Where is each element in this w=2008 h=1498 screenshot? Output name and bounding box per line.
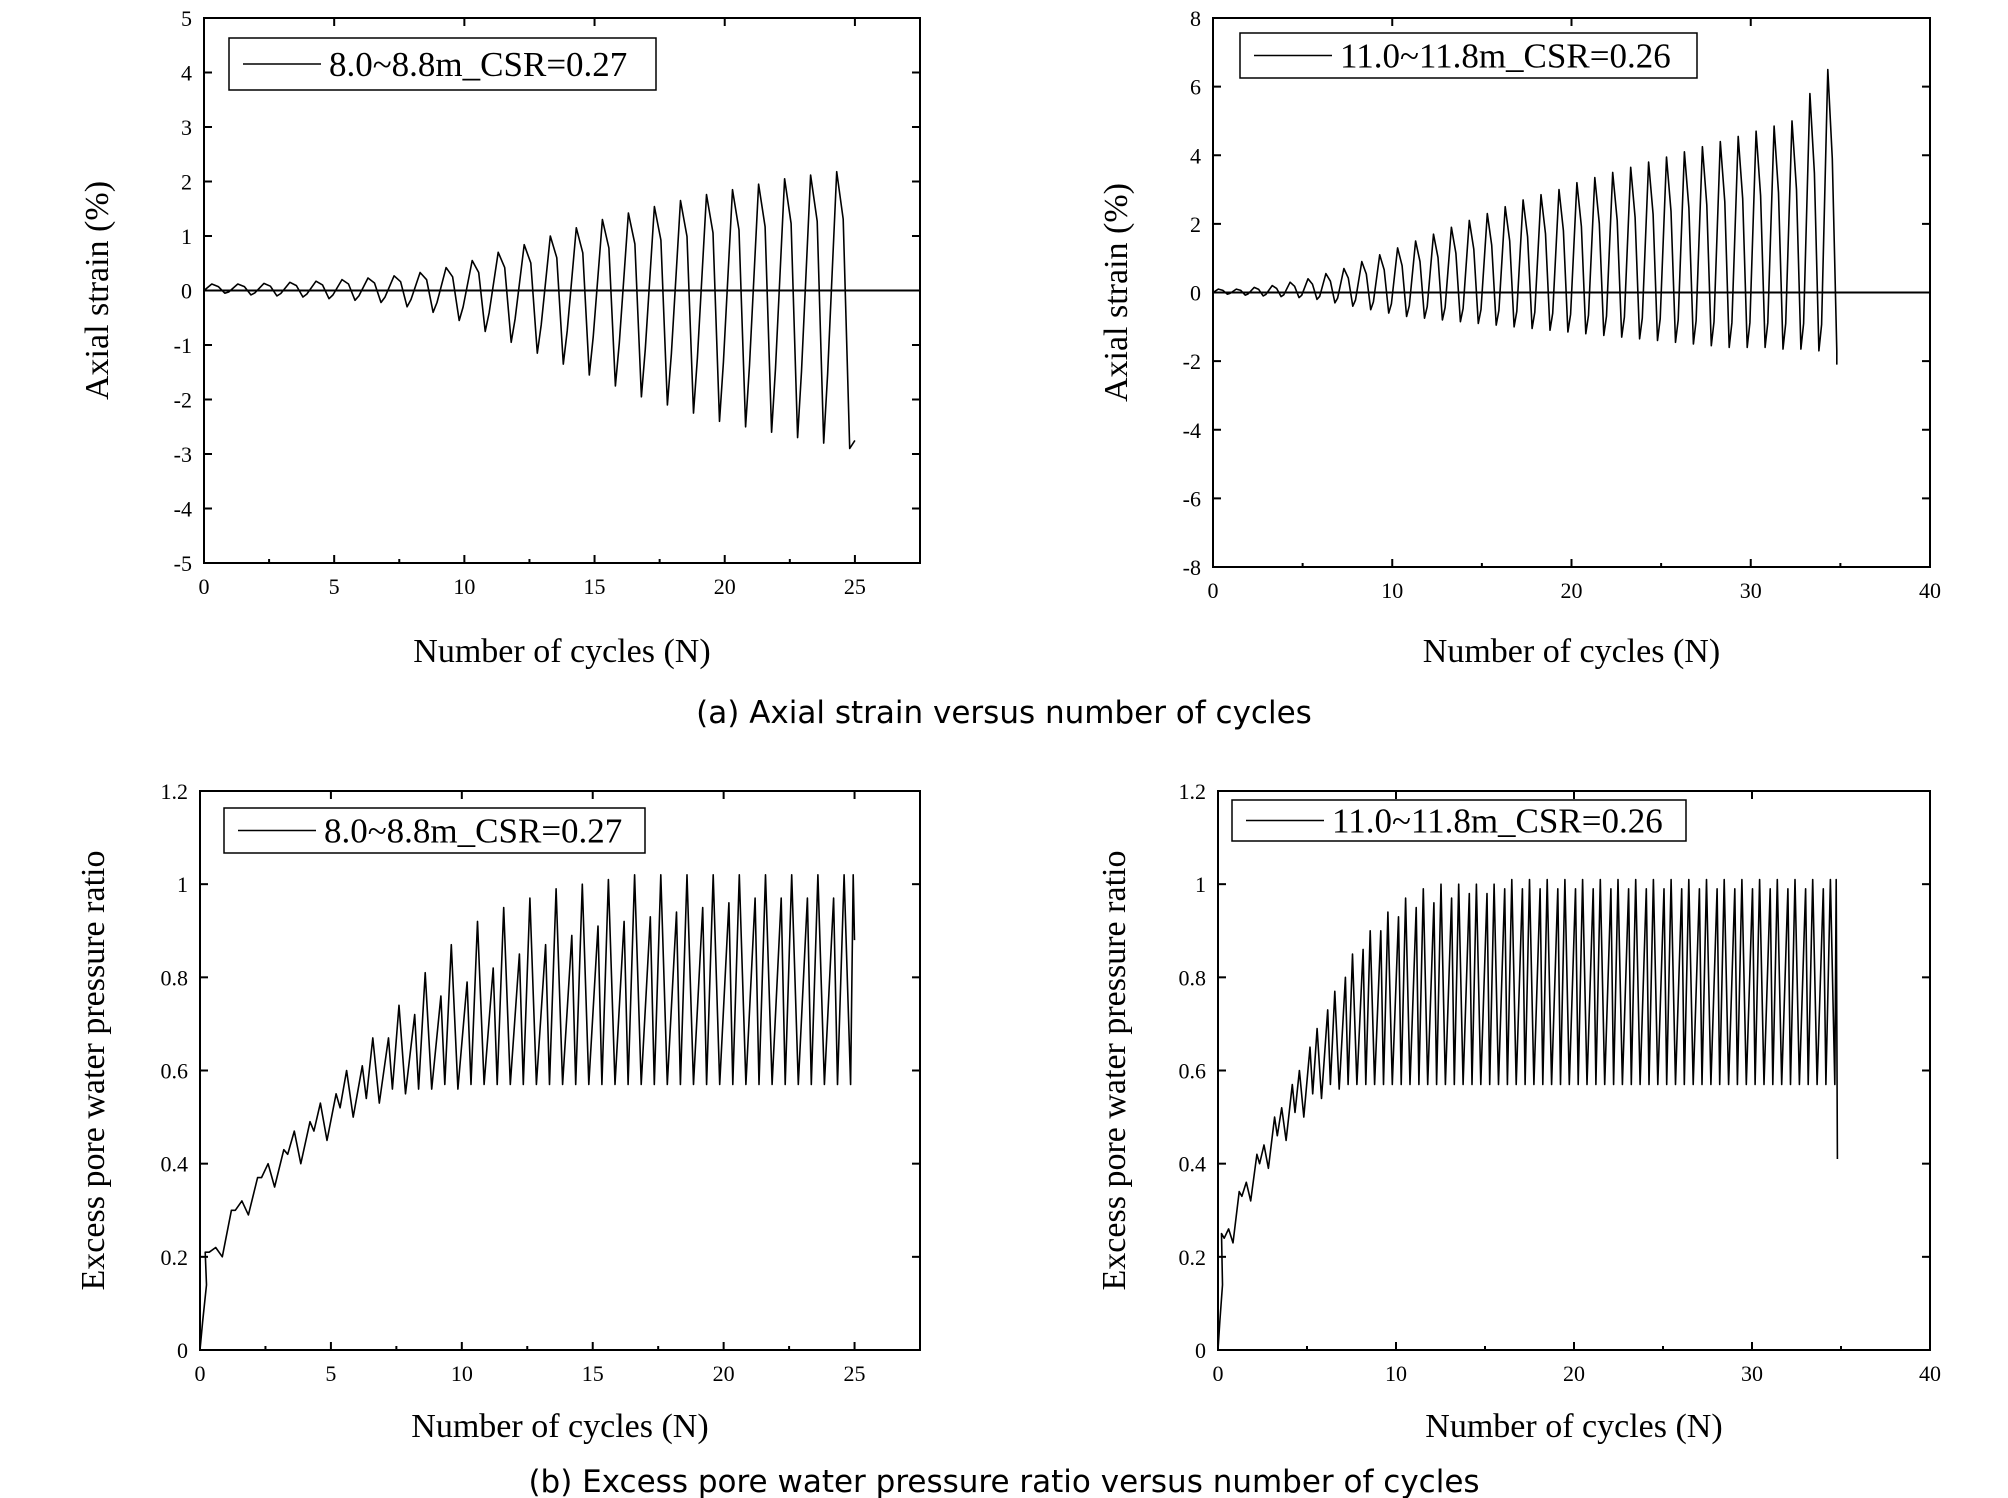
y-tick-label: 0.4 xyxy=(161,1152,189,1177)
x-tick-label: 10 xyxy=(451,1361,473,1386)
y-tick-label: 2 xyxy=(181,170,192,195)
y-tick-label: 1.2 xyxy=(161,779,189,804)
y-tick-label: 5 xyxy=(181,6,192,31)
x-axis-label: Number of cycles (N) xyxy=(1423,633,1720,670)
y-axis-label: Excess pore water pressure ratio xyxy=(1096,851,1133,1291)
series-line xyxy=(1212,68,1838,365)
x-tick-label: 20 xyxy=(1561,578,1583,603)
y-axis-label: Excess pore water pressure ratio xyxy=(75,851,112,1291)
y-tick-label: 1.2 xyxy=(1179,779,1207,804)
x-tick-label: 20 xyxy=(714,574,736,599)
legend-label: 8.0~8.8m_CSR=0.27 xyxy=(324,812,622,851)
y-tick-label: 0.2 xyxy=(161,1245,189,1270)
x-tick-label: 0 xyxy=(199,574,210,599)
series-line xyxy=(1217,878,1839,1351)
y-tick-label: 0 xyxy=(177,1338,188,1363)
y-axis-label: Axial strain (%) xyxy=(79,181,116,400)
x-axis-label: Number of cycles (N) xyxy=(413,633,710,670)
y-tick-label: 8 xyxy=(1190,6,1201,31)
legend-label: 11.0~11.8m_CSR=0.26 xyxy=(1332,802,1663,841)
x-tick-label: 20 xyxy=(1563,1361,1585,1386)
y-tick-label: 1 xyxy=(1195,872,1206,897)
y-tick-label: 0.4 xyxy=(1179,1152,1207,1177)
chart-pore-pressure-11m: 0 10 20 30 40 0 0.2 0.4 0.6 0.8 1 1.2 Number of cycl… xyxy=(1096,779,1941,1445)
legend-box xyxy=(1239,32,1698,79)
chart-pore-pressure-8m: 0 5 10 15 20 25 0 0.2 0.4 0.6 0.8 1 1.2 Number of cyc… xyxy=(75,779,921,1445)
series-line xyxy=(199,874,856,1351)
legend-label: 8.0~8.8m_CSR=0.27 xyxy=(329,45,627,84)
chart-axial-strain-11m: 0 10 20 30 40 -8 -6 -4 -2 0 2 4 6 8 Number of cycles (… xyxy=(1098,6,1941,670)
y-tick-label: 0 xyxy=(1195,1338,1206,1363)
legend-label: 11.0~11.8m_CSR=0.26 xyxy=(1340,37,1671,76)
x-tick-label: 10 xyxy=(1385,1361,1407,1386)
y-tick-label: -8 xyxy=(1183,555,1201,580)
y-tick-label: -4 xyxy=(174,497,192,522)
y-tick-label: -2 xyxy=(1183,349,1201,374)
y-tick-label: -1 xyxy=(174,333,192,358)
caption-b: (b) Excess pore water pressure ratio ver… xyxy=(528,1464,1479,1498)
y-tick-label: 0.8 xyxy=(161,965,189,990)
x-tick-label: 25 xyxy=(844,1361,866,1386)
x-axis-label: Number of cycles (N) xyxy=(411,1408,708,1445)
y-tick-label: 0.8 xyxy=(1179,965,1207,990)
y-tick-label: 0.2 xyxy=(1179,1245,1207,1270)
x-tick-label: 0 xyxy=(1208,578,1219,603)
y-tick-label: -4 xyxy=(1183,418,1201,443)
x-tick-label: 40 xyxy=(1919,578,1941,603)
y-tick-label: 0 xyxy=(1190,281,1201,306)
y-tick-label: -5 xyxy=(174,551,192,576)
y-tick-label: 4 xyxy=(1190,143,1201,168)
x-tick-label: 30 xyxy=(1741,1361,1763,1386)
y-tick-label: -3 xyxy=(174,442,192,467)
y-tick-label: 0.6 xyxy=(1179,1059,1207,1084)
y-tick-label: 3 xyxy=(181,115,192,140)
y-tick-label: 0 xyxy=(181,279,192,304)
y-axis-label: Axial strain (%) xyxy=(1098,183,1135,402)
y-tick-label: 2 xyxy=(1190,212,1201,237)
x-tick-label: 0 xyxy=(195,1361,206,1386)
y-tick-label: 1 xyxy=(177,872,188,897)
series-line xyxy=(203,170,856,450)
x-tick-label: 10 xyxy=(1381,578,1403,603)
x-tick-label: 5 xyxy=(329,574,340,599)
x-axis-label: Number of cycles (N) xyxy=(1425,1408,1722,1445)
x-tick-label: 25 xyxy=(844,574,866,599)
y-tick-label: 4 xyxy=(181,61,192,86)
y-tick-label: 1 xyxy=(181,224,192,249)
x-tick-label: 15 xyxy=(584,574,606,599)
y-tick-label: 6 xyxy=(1190,75,1201,100)
x-tick-label: 5 xyxy=(325,1361,336,1386)
y-tick-label: 0.6 xyxy=(161,1059,189,1084)
x-tick-label: 20 xyxy=(713,1361,735,1386)
plot-frame xyxy=(1217,790,1931,1351)
x-tick-label: 15 xyxy=(582,1361,604,1386)
y-tick-label: -2 xyxy=(174,388,192,413)
chart-axial-strain-8m: 0 5 10 15 20 25 -5 -4 -3 -2 -1 0 1 2 3 4 5 Number of cycl… xyxy=(79,6,921,670)
x-tick-label: 0 xyxy=(1213,1361,1224,1386)
caption-a: (a) Axial strain versus number of cycles xyxy=(696,695,1312,731)
x-tick-label: 10 xyxy=(453,574,475,599)
x-tick-label: 40 xyxy=(1919,1361,1941,1386)
x-tick-label: 30 xyxy=(1740,578,1762,603)
y-tick-label: -6 xyxy=(1183,486,1201,511)
